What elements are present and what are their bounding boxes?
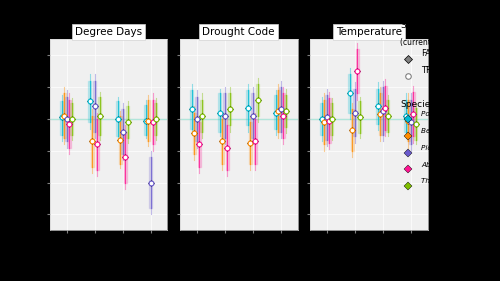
Title: Degree Days: Degree Days xyxy=(75,27,142,37)
Text: Species: Species xyxy=(400,100,435,109)
Text: Picea glauca: Picea glauca xyxy=(421,145,467,151)
Text: Thuja occidentalis: Thuja occidentalis xyxy=(421,178,486,184)
Text: Betula papyrifera: Betula papyrifera xyxy=(421,128,484,134)
Text: TRUE: TRUE xyxy=(421,66,443,75)
Title: Temperature: Temperature xyxy=(336,27,402,37)
Text: (current year only): (current year only) xyxy=(400,38,472,47)
Text: FALSE: FALSE xyxy=(421,49,446,58)
Y-axis label: Scaled effect: Scaled effect xyxy=(20,103,30,167)
Text: Relative year: Relative year xyxy=(181,260,249,270)
Text: Populus tremuloides: Populus tremuloides xyxy=(421,111,495,117)
Title: Drought Code: Drought Code xyxy=(202,27,275,37)
Text: Scarified: Scarified xyxy=(400,21,440,30)
Text: Abies balsamea: Abies balsamea xyxy=(421,162,478,167)
